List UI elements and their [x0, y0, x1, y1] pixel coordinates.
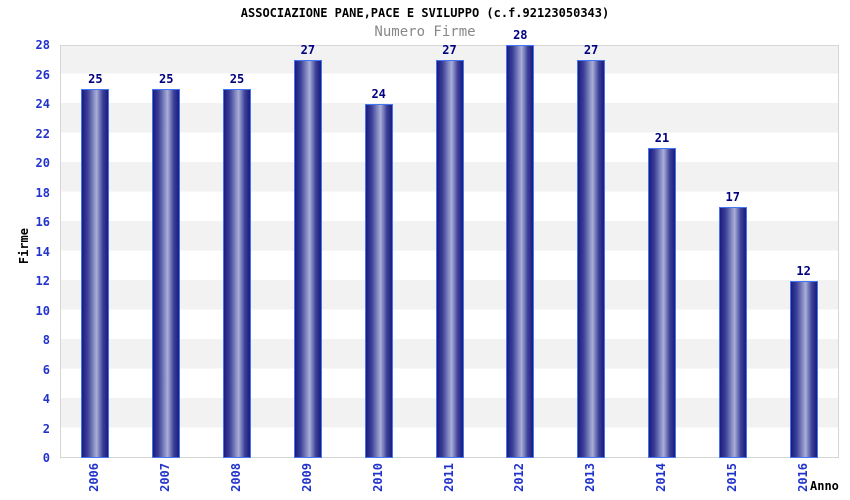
bar-value-label: 25 — [88, 72, 103, 87]
bar-value-label: 25 — [158, 72, 174, 87]
y-tick-label: 20 — [35, 156, 50, 170]
y-tick-label: 24 — [35, 97, 50, 111]
bar — [364, 104, 393, 458]
bar — [152, 89, 181, 458]
x-tick-label: 2008 — [229, 463, 244, 492]
x-tick-label: 2016 — [795, 463, 810, 492]
bar — [577, 59, 606, 458]
y-tick-label: 4 — [42, 392, 50, 406]
bar-value-label: 24 — [371, 87, 386, 101]
chart-title: ASSOCIAZIONE PANE,PACE E SVILUPPO (c.f.9… — [240, 6, 610, 20]
y-tick-label: 0 — [42, 451, 50, 465]
y-tick-label: 14 — [35, 244, 50, 259]
y-tick-label: 26 — [35, 67, 50, 82]
bar-value-label: 28 — [513, 28, 528, 42]
x-tick-label: 2013 — [583, 463, 598, 492]
x-tick-label: 2007 — [158, 463, 173, 492]
y-tick-label: 6 — [42, 362, 50, 377]
x-axis-title: Anno — [810, 479, 839, 493]
y-tick-label: 10 — [35, 303, 50, 318]
bar-value-label: 17 — [725, 190, 740, 205]
y-tick-label: 16 — [35, 215, 50, 229]
y-tick-label: 28 — [35, 38, 50, 52]
y-tick-label: 8 — [42, 333, 50, 347]
x-tick-label: 2009 — [299, 463, 314, 492]
y-tick-label: 22 — [35, 126, 50, 141]
x-tick-label: 2015 — [724, 463, 739, 492]
bar — [435, 59, 464, 458]
bar-value-label: 27 — [300, 42, 316, 57]
x-tick-label: 2006 — [87, 463, 102, 492]
bar — [223, 89, 252, 458]
x-tick-label: 2012 — [512, 463, 527, 492]
x-tick-label: 2014 — [653, 463, 668, 492]
bar-value-label: 21 — [654, 131, 670, 146]
bar — [647, 148, 676, 458]
y-tick-label: 12 — [35, 274, 50, 288]
bar — [293, 59, 322, 458]
chart-subtitle: Numero Firme — [374, 24, 476, 40]
bar — [81, 89, 110, 458]
bar-value-label: 25 — [229, 72, 245, 87]
bar — [718, 207, 747, 458]
bar-value-label: 27 — [442, 42, 457, 57]
bar-value-label: 27 — [583, 42, 599, 57]
bar — [789, 281, 818, 458]
bar — [506, 45, 535, 458]
x-tick-label: 2011 — [441, 463, 456, 492]
y-tick-label: 18 — [35, 185, 50, 200]
x-tick-label: 2010 — [370, 463, 385, 492]
y-tick-label: 2 — [42, 421, 50, 436]
bar-value-label: 12 — [796, 264, 811, 278]
